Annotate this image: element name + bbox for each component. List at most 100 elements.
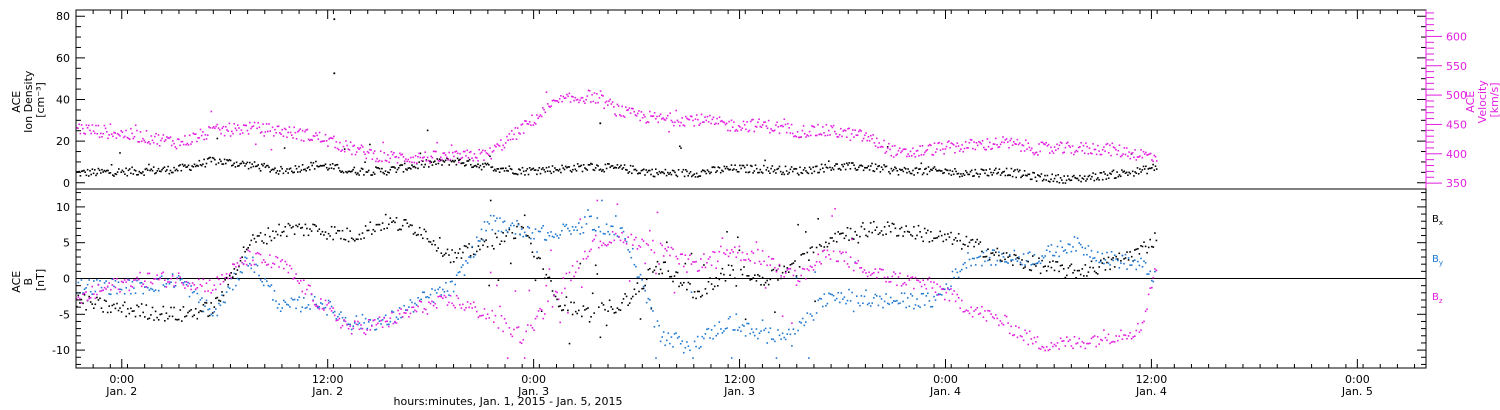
by-point xyxy=(678,335,680,338)
density-point xyxy=(801,172,804,175)
bx-point xyxy=(134,315,137,318)
bz-point xyxy=(367,319,370,321)
velocity-point xyxy=(410,156,412,159)
velocity-point xyxy=(280,133,282,135)
by-point xyxy=(687,345,690,347)
velocity-point xyxy=(1083,152,1086,154)
bx-point xyxy=(269,235,271,238)
velocity-point xyxy=(681,117,683,119)
by-point xyxy=(564,225,566,227)
velocity-point xyxy=(1040,141,1043,144)
by-point xyxy=(540,227,543,229)
velocity-point xyxy=(679,124,681,127)
density-point xyxy=(1025,174,1027,177)
velocity-point xyxy=(217,127,220,129)
velocity-point xyxy=(820,133,823,136)
velocity-point xyxy=(698,124,700,126)
bx-point xyxy=(449,261,452,264)
bx-point xyxy=(372,228,375,231)
velocity-point xyxy=(649,110,651,113)
density-tick-label: 80 xyxy=(56,10,70,23)
by-point xyxy=(1067,243,1070,245)
by-point xyxy=(996,259,999,262)
bx-point xyxy=(531,251,534,253)
density-point xyxy=(814,165,817,168)
density-point xyxy=(770,167,772,170)
bz-point xyxy=(957,297,960,299)
bz-point xyxy=(431,300,433,303)
density-point xyxy=(789,168,792,171)
bx-point xyxy=(911,235,914,237)
density-point xyxy=(711,166,714,169)
by-point xyxy=(201,297,203,299)
velocity-point xyxy=(543,108,545,111)
by-point xyxy=(837,291,839,294)
density-point xyxy=(435,163,437,165)
bz-point xyxy=(987,309,989,312)
bx-point xyxy=(108,305,110,307)
velocity-point xyxy=(814,134,817,137)
velocity-point xyxy=(689,115,692,117)
bz-point xyxy=(956,293,958,296)
density-point xyxy=(896,170,899,172)
by-point xyxy=(491,229,494,231)
bz-point xyxy=(970,306,972,309)
bx-point xyxy=(642,287,645,290)
density-point xyxy=(998,168,1001,170)
bx-point xyxy=(750,278,753,281)
velocity-point xyxy=(79,132,82,135)
bz-point xyxy=(825,256,827,258)
bz-point xyxy=(686,271,688,273)
density-point xyxy=(399,164,401,167)
velocity-point xyxy=(1118,144,1121,146)
bx-point xyxy=(908,231,911,233)
density-point xyxy=(588,164,591,166)
bx-point xyxy=(290,227,293,229)
density-point xyxy=(355,173,358,176)
density-point xyxy=(804,167,806,169)
bx-point xyxy=(164,320,166,322)
velocity-point xyxy=(411,161,413,164)
bz-point xyxy=(140,285,143,288)
bx-point xyxy=(249,244,251,246)
density-point xyxy=(987,174,990,177)
by-point xyxy=(715,334,717,337)
density-point xyxy=(98,169,101,172)
bx-point xyxy=(1064,276,1067,279)
density-point xyxy=(605,167,608,170)
by-point xyxy=(953,276,955,279)
density-point xyxy=(423,166,425,168)
bx-point xyxy=(292,225,294,228)
bx-point xyxy=(848,239,850,241)
velocity-point xyxy=(694,118,697,120)
bz-point xyxy=(826,249,829,252)
density-point xyxy=(658,170,661,173)
by-point xyxy=(576,229,578,232)
bz-point xyxy=(778,263,781,266)
bx-point xyxy=(715,277,717,279)
bx-point xyxy=(514,237,517,239)
bz-point xyxy=(803,268,806,270)
bz-point xyxy=(494,314,497,317)
bx-point xyxy=(128,312,131,315)
by-point xyxy=(596,217,599,219)
density-point xyxy=(1153,169,1156,171)
bz-point xyxy=(888,281,890,283)
bx-point xyxy=(253,237,256,240)
bz-point xyxy=(224,277,226,279)
velocity-point xyxy=(585,98,587,101)
velocity-point xyxy=(602,95,604,97)
by-point xyxy=(1044,255,1046,257)
velocity-point xyxy=(871,138,873,140)
density-point xyxy=(579,165,581,168)
bz-point xyxy=(727,255,730,258)
velocity-point xyxy=(397,156,400,159)
bz-point xyxy=(130,285,132,287)
velocity-point xyxy=(1087,153,1090,155)
density-point xyxy=(243,162,245,164)
velocity-point xyxy=(143,139,145,142)
bz-point xyxy=(1112,340,1114,343)
density-point xyxy=(204,165,207,168)
by-point xyxy=(863,295,866,298)
density-point xyxy=(985,169,987,171)
